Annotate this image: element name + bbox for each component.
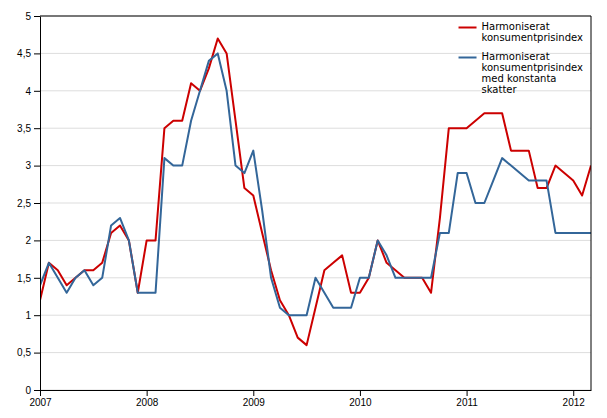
grid-line xyxy=(40,16,591,17)
y-tick: 3,5 xyxy=(17,123,40,134)
x-tick: 2010 xyxy=(349,390,372,408)
legend-label-line: Harmoniserat xyxy=(482,21,550,32)
y-axis-line xyxy=(40,17,41,391)
grid-line xyxy=(40,390,591,391)
y-tick-label: 3,5 xyxy=(17,123,31,134)
legend-label-line: konsumentprisindex xyxy=(482,32,583,43)
x-tick-label: 2011 xyxy=(456,397,478,408)
legend-swatch xyxy=(459,27,477,29)
chart: 2007 2008 2009 2010 2011 2012 0 0,5 1 1,5 2 2,5 3 3,5… xyxy=(0,0,607,418)
y-tick-label: 1,5 xyxy=(17,273,31,284)
y-tick-label: 0,5 xyxy=(17,347,31,358)
x-tick-label: 2009 xyxy=(243,397,266,408)
x-tick-label: 2007 xyxy=(29,397,52,408)
y-tick-mark xyxy=(34,91,40,92)
legend-swatch xyxy=(459,57,477,59)
legend-label-line: Harmoniserat xyxy=(482,51,550,62)
x-tick-label: 2012 xyxy=(563,397,586,408)
y-tick-mark xyxy=(34,53,40,54)
y-tick-label: 2,5 xyxy=(17,198,31,209)
y-tick: 2,5 xyxy=(17,198,40,209)
y-tick-mark xyxy=(34,278,40,279)
plot: 2007 2008 2009 2010 2011 2012 0 0,5 1 1,5 2 2,5 3 3,5… xyxy=(17,11,591,408)
grid xyxy=(40,16,591,390)
lines xyxy=(40,38,591,345)
y-tick-label: 2 xyxy=(25,235,31,246)
x-tick-label: 2008 xyxy=(136,397,159,408)
y-tick-mark xyxy=(34,166,40,167)
y-tick-mark xyxy=(34,315,40,316)
y-tick-mark xyxy=(34,353,40,354)
x-tick: 2007 xyxy=(29,390,52,408)
x-tick-mark xyxy=(40,390,41,396)
legend-label-line: med konstanta xyxy=(482,73,557,84)
legend-label: Harmoniseratkonsumentprisindex xyxy=(482,21,583,43)
x-tick-mark xyxy=(147,390,148,396)
y-tick-label: 0 xyxy=(25,385,31,396)
x-tick: 2012 xyxy=(563,390,586,408)
series-line xyxy=(40,38,591,345)
x-axis-line xyxy=(41,390,592,391)
grid-line xyxy=(40,352,591,353)
grid-line xyxy=(40,165,591,166)
y-axis: 0 0,5 1 1,5 2 2,5 3 3,5 4 4,5 5 xyxy=(17,11,40,396)
y-tick-label: 4,5 xyxy=(17,48,31,59)
legend-item: Harmoniseratkonsumentprisindexmed konsta… xyxy=(459,51,583,95)
series-line xyxy=(40,53,591,315)
y-tick-mark xyxy=(34,203,40,204)
grid-line xyxy=(40,240,591,241)
x-tick: 2009 xyxy=(243,390,266,408)
y-tick-mark xyxy=(34,128,40,129)
legend-label-line: skatter xyxy=(482,84,518,95)
y-tick: 4,5 xyxy=(17,48,40,59)
y-tick: 0 xyxy=(25,385,40,396)
x-tick-mark xyxy=(360,390,361,396)
grid-line xyxy=(40,315,591,316)
y-tick-label: 3 xyxy=(25,160,31,171)
y-tick: 2 xyxy=(25,235,40,246)
grid-line xyxy=(40,128,591,129)
y-tick-label: 1 xyxy=(25,310,31,321)
y-tick: 3 xyxy=(25,160,40,171)
x-tick-mark xyxy=(253,390,254,396)
y-tick-mark xyxy=(34,16,40,17)
y-tick-label: 4 xyxy=(25,86,31,97)
x-axis: 2007 2008 2009 2010 2011 2012 xyxy=(29,390,591,408)
y-tick: 1,5 xyxy=(17,273,40,284)
y-tick: 5 xyxy=(25,11,40,22)
legend-label-line: konsumentprisindex xyxy=(482,62,583,73)
frame xyxy=(40,16,591,17)
x-tick-label: 2010 xyxy=(349,397,372,408)
y-tick-mark xyxy=(34,240,40,241)
y-tick: 1 xyxy=(25,310,40,321)
y-tick: 4 xyxy=(25,86,40,97)
y-tick-label: 5 xyxy=(25,11,31,22)
legend-item: Harmoniseratkonsumentprisindex xyxy=(459,21,583,43)
x-tick-mark xyxy=(573,390,574,396)
x-tick: 2008 xyxy=(136,390,159,408)
x-tick-mark xyxy=(467,390,468,396)
grid-line xyxy=(40,203,591,204)
frame xyxy=(591,16,592,390)
y-tick-mark xyxy=(34,390,40,391)
legend: HarmoniseratkonsumentprisindexHarmoniser… xyxy=(459,21,583,95)
x-tick: 2011 xyxy=(456,390,478,408)
y-tick: 0,5 xyxy=(17,347,40,358)
legend-label: Harmoniseratkonsumentprisindexmed konsta… xyxy=(482,51,583,95)
